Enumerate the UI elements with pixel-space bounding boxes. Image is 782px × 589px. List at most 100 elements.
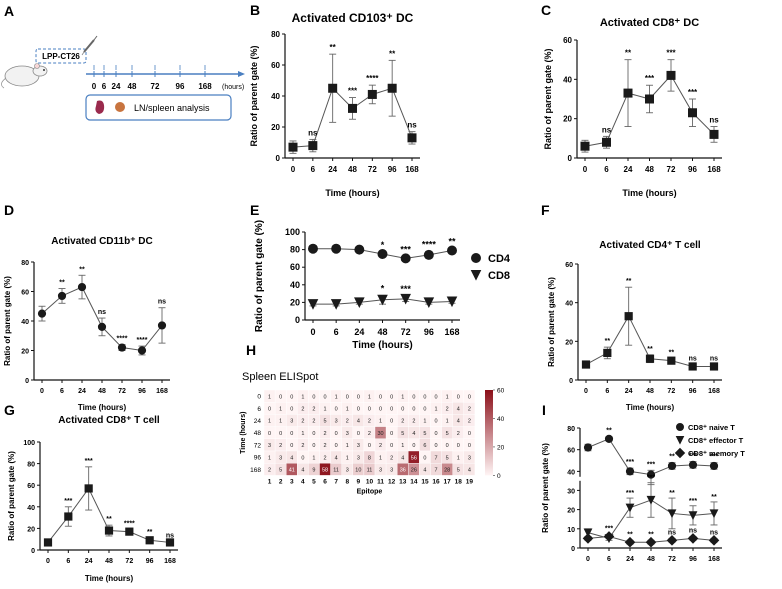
heatmap-row-label: 96 [254, 455, 262, 462]
heatmap-value: 0 [468, 431, 471, 437]
heatmap-value: 0 [390, 419, 393, 425]
significance-label: **** [137, 337, 148, 344]
heatmap-col-label: 1 [268, 478, 272, 485]
heatmap-col-label: 8 [345, 478, 349, 485]
data-point [125, 527, 134, 536]
heatmap-value: 2 [379, 443, 382, 449]
heatmap-row-label: 6 [257, 406, 261, 413]
heatmap-col-label: 5 [312, 478, 316, 485]
y-tick-label: 30 [567, 488, 575, 495]
significance-label: *** [647, 461, 655, 468]
y-tick-label: 60 [563, 36, 572, 45]
heatmap-value: 2 [468, 419, 471, 425]
y-tick-label: 0 [568, 154, 573, 163]
heatmap-value: 1 [268, 419, 271, 425]
y-tick-label: 0 [31, 548, 35, 555]
heatmap-value: 3 [268, 443, 271, 449]
x-tick-label: 0 [46, 558, 50, 565]
data-point [675, 436, 685, 445]
heatmap-value: 0 [290, 394, 293, 400]
y-tick-label: 40 [565, 301, 573, 308]
y-tick-label: 60 [271, 61, 280, 70]
data-point [308, 243, 318, 254]
heatmap-value: 0 [390, 394, 393, 400]
data-point [97, 322, 107, 331]
significance-label: ** [448, 237, 456, 247]
heatmap-value: 0 [379, 407, 382, 413]
x-tick-label: 96 [138, 388, 146, 395]
heatmap-value: 0 [368, 443, 371, 449]
panel-h-heatmap: H Spleen ELISpot 1 0 0 1 0 0 1 0 0 1 0 0 1 0 0 0 1 0 00 1 0 2… [240, 342, 505, 495]
significance-label: ns [710, 356, 718, 363]
panel-letter: B [250, 2, 260, 18]
heatmap-value: 4 [468, 468, 471, 474]
timeline-tick-label: 168 [198, 82, 212, 91]
x-tick-label: 0 [583, 165, 588, 174]
significance-label: ns [407, 121, 417, 130]
heatmap-value: 0 [324, 394, 327, 400]
tumor-label: LPP-CT26 [42, 52, 80, 61]
heatmap-value: 0 [412, 407, 415, 413]
significance-label: *** [85, 458, 93, 465]
heatmap-cell [463, 463, 476, 476]
heatmap-value: 6 [423, 443, 426, 449]
significance-label: **** [422, 239, 437, 249]
panel-letter: F [541, 202, 550, 218]
heatmap-value: 0 [468, 443, 471, 449]
data-point [581, 360, 591, 369]
data-point [57, 291, 67, 301]
timeline-arrowhead [238, 71, 245, 77]
significance-label: * [381, 283, 385, 293]
y-tick-label: 40 [563, 75, 572, 84]
data-point [423, 249, 434, 260]
heatmap-col-label: 2 [279, 478, 283, 485]
y-tick-label: 40 [21, 319, 29, 326]
heatmap-value: 28 [444, 468, 450, 474]
y-tick-label: 100 [23, 440, 35, 447]
y-tick-label: 0 [25, 378, 29, 385]
heatmap-value: 1 [401, 394, 404, 400]
heatmap-value: 1 [379, 455, 382, 461]
heatmap-value: 0 [401, 407, 404, 413]
heatmap-value: 0 [268, 407, 271, 413]
heatmap-value: 5 [446, 431, 449, 437]
y-tick-label: 20 [567, 508, 575, 515]
heatmap-value: 2 [346, 419, 349, 425]
significance-label: ** [711, 494, 717, 501]
heatmap-value: 2 [312, 419, 315, 425]
data-point [709, 461, 719, 471]
heatmap-value: 3 [468, 455, 471, 461]
data-point [43, 538, 53, 547]
data-point [37, 309, 47, 318]
heatmap-value: 56 [411, 455, 417, 461]
heatmap-value: 0 [312, 443, 315, 449]
significance-label: ** [106, 516, 112, 523]
significance-label: ** [625, 49, 632, 58]
heatmap-value: 5 [401, 431, 404, 437]
data-point [646, 495, 656, 505]
significance-label: ns [689, 356, 697, 363]
significance-label: *** [400, 245, 411, 255]
heatmap-value: 2 [412, 419, 415, 425]
y-tick-label: 80 [567, 426, 575, 433]
x-tick-label: 6 [604, 165, 609, 174]
panel-h-letter: H [246, 342, 256, 358]
series-0 [581, 286, 719, 371]
heatmap-value: 0 [435, 431, 438, 437]
x-tick-label: 0 [586, 556, 590, 563]
heatmap-value: 0 [290, 431, 293, 437]
heatmap-value: 1 [423, 419, 426, 425]
significance-label: ** [606, 428, 612, 435]
panel-a-letter: A [4, 3, 14, 19]
heatmap-value: 2 [301, 443, 304, 449]
significance-label: *** [689, 453, 697, 460]
heatmap-value: 0 [279, 431, 282, 437]
data-point [328, 83, 338, 93]
y-tick-label: 40 [290, 280, 300, 290]
data-point [471, 253, 481, 263]
x-tick-label: 48 [645, 165, 654, 174]
x-tick-label: 72 [668, 556, 676, 563]
data-point [624, 536, 636, 548]
y-tick-label: 60 [290, 262, 300, 272]
legend-label: CD4 [488, 253, 511, 265]
